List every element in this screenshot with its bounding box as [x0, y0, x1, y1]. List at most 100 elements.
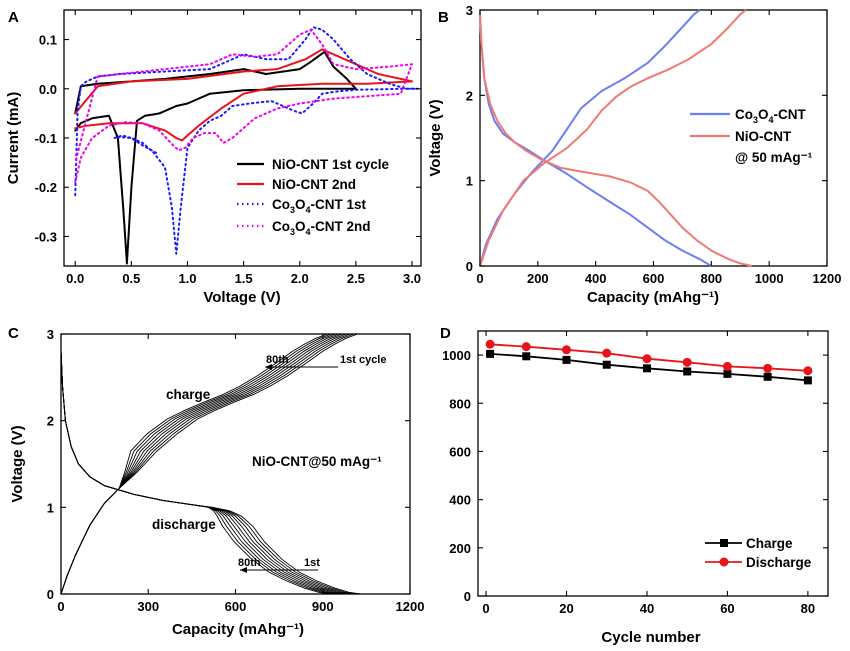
panel-d-label: D — [440, 325, 451, 342]
data-point-discharge — [642, 354, 652, 364]
panel-a-y-axis-title: Current (mA) — [5, 92, 22, 185]
panel-d-x-tick-label: 20 — [559, 601, 573, 616]
panel-b-rate-annotation: @ 50 mAg⁻¹ — [735, 150, 813, 165]
series-line-nio-cnt-charge — [479, 9, 747, 267]
panel-a-cyclic-voltammetry: A 0.0 0.5 1.0 1.5 2.0 2.5 3.0 -0.3 -0.2 -0.1 0.0 0… — [5, 9, 422, 306]
series-line-co3o4-cnt-charge — [479, 9, 701, 267]
panel-b-y-tick-label: 3 — [466, 3, 473, 18]
panel-b-x-tick-label: 400 — [585, 271, 607, 286]
panel-c-discharge-label: discharge — [152, 517, 216, 532]
data-point-discharge — [763, 363, 773, 373]
panel-b-y-tick-label: 2 — [466, 88, 473, 103]
data-point-charge — [763, 372, 772, 381]
panel-c-discharge-80th: 80th — [238, 557, 261, 569]
panel-d-y-tick-label: 1000 — [442, 348, 471, 363]
panel-c-y-tick-label: 2 — [47, 414, 54, 429]
panel-b-legend: Co3O4-CNT NiO-CNT @ 50 mAg⁻¹ — [690, 107, 813, 165]
legend-marker-discharge — [719, 557, 729, 567]
panel-d-cycle-stability: D 0 20 40 60 80 0 200 400 600 800 1000 Cycle numb… — [440, 325, 829, 646]
panel-a-y-tick-label: -0.1 — [35, 131, 57, 146]
panel-c-x-tick-label: 600 — [225, 599, 247, 614]
panel-c-condition-label: NiO-CNT@50 mAg⁻¹ — [252, 454, 382, 469]
panel-d-x-tick-label: 60 — [720, 601, 734, 616]
panel-c-y-tick-label: 3 — [47, 327, 54, 342]
data-point-discharge — [562, 345, 572, 355]
panel-d-x-tick-label: 0 — [482, 601, 489, 616]
panel-c-charge-1st: 1st cycle — [340, 354, 386, 366]
panel-c-discharge-1st: 1st — [304, 557, 320, 569]
panel-d-x-axis-title: Cycle number — [601, 629, 700, 646]
data-point-charge — [642, 364, 651, 373]
panel-c-x-tick-label: 300 — [137, 599, 159, 614]
panel-a-y-tick-label: -0.2 — [35, 180, 57, 195]
series-line-co3o4-cnt — [479, 14, 712, 267]
panel-b-x-tick-label: 800 — [700, 271, 722, 286]
data-point-discharge — [602, 348, 612, 358]
data-point-charge — [683, 367, 692, 376]
panel-a-x-tick-label: 2.5 — [347, 271, 365, 286]
panel-b-x-tick-label: 0 — [476, 271, 483, 286]
legend-label-co3o4-1st: Co3O4-CNT 1st — [272, 197, 367, 215]
series-line-nio-cnt-2nd — [74, 48, 413, 142]
panel-d-x-tick-label: 40 — [640, 601, 654, 616]
panel-a-x-tick-label: 2.0 — [291, 271, 309, 286]
series-line-co3o4-cnt-2nd — [74, 28, 413, 184]
panel-a-x-tick-label: 1.0 — [178, 271, 196, 286]
panel-a-y-tick-label: 0.0 — [39, 82, 57, 97]
series-line-nio-cnt-1st-cycle — [74, 50, 357, 265]
panel-b-y-tick-label: 1 — [466, 174, 473, 189]
data-point-charge — [562, 355, 571, 364]
panel-a-x-tick-label: 3.0 — [403, 271, 421, 286]
legend-label-co3o4-2nd: Co3O4-CNT 2nd — [272, 219, 371, 237]
data-point-discharge — [803, 366, 813, 376]
panel-c-x-tick-label: 900 — [312, 599, 334, 614]
panel-a-legend: NiO-CNT 1st cycle NiO-CNT 2nd Co3O4-CNT … — [237, 157, 390, 237]
panel-c-label: C — [8, 325, 19, 342]
panel-b-x-tick-label: 1200 — [813, 271, 842, 286]
panel-c-charge-label: charge — [166, 387, 211, 402]
legend-label-nio-2nd: NiO-CNT 2nd — [272, 177, 356, 192]
panel-d-y-tick-label: 0 — [464, 589, 471, 604]
panel-d-y-tick-label: 800 — [449, 396, 471, 411]
panel-a-x-tick-label: 0.5 — [122, 271, 140, 286]
series-line-co3o4-cnt-1st — [74, 26, 419, 255]
panel-b-label: B — [438, 9, 449, 26]
panel-d-x-tick-label: 80 — [801, 601, 815, 616]
legend-label-nio-1st: NiO-CNT 1st cycle — [272, 157, 390, 172]
panel-c-x-axis-title: Capacity (mAhg⁻¹) — [172, 621, 304, 638]
data-point-charge — [803, 376, 812, 385]
legend-label-charge: Charge — [746, 536, 793, 551]
panel-c-y-tick-label: 1 — [47, 500, 54, 515]
legend-marker-charge — [720, 539, 728, 547]
data-point-discharge — [485, 339, 495, 349]
series-line-nio-cnt — [479, 14, 753, 267]
data-point-charge — [486, 349, 495, 358]
discharge-curve-cycle-80 — [60, 351, 331, 595]
panel-c-y-tick-label: 0 — [47, 587, 54, 602]
panel-b-voltage-profiles: B 0 200 400 600 800 1000 1200 0 1 2 3 Capacity (m… — [427, 3, 841, 306]
panel-d-y-tick-label: 600 — [449, 444, 471, 459]
panel-a-x-axis-title: Voltage (V) — [203, 289, 280, 306]
panel-a-y-tick-label: -0.3 — [35, 229, 57, 244]
panel-b-x-tick-label: 1000 — [755, 271, 784, 286]
charge-curve-cycle-80 — [60, 333, 328, 595]
legend-label-co3o4-cnt: Co3O4-CNT — [735, 107, 807, 125]
panel-c-charge-arrowhead — [265, 364, 272, 370]
panel-b-y-axis-title: Voltage (V) — [427, 99, 444, 176]
panel-a-y-tick-label: 0.1 — [39, 33, 57, 48]
data-point-discharge — [682, 357, 692, 367]
data-point-discharge — [521, 342, 531, 352]
data-point-charge — [723, 369, 732, 378]
panel-d-plot-frame — [477, 330, 829, 597]
panel-d-legend: Charge Discharge — [705, 536, 812, 570]
panel-a-x-tick-label: 1.5 — [235, 271, 253, 286]
panel-c-discharge-arrowhead — [240, 567, 247, 573]
panel-d-y-tick-label: 400 — [449, 493, 471, 508]
panel-b-x-axis-title: Capacity (mAhg⁻¹) — [587, 289, 719, 306]
legend-label-nio-cnt: NiO-CNT — [735, 129, 792, 144]
panel-c-y-axis-title: Voltage (V) — [9, 425, 26, 502]
panel-c-x-tick-label: 0 — [57, 599, 64, 614]
panel-d-y-tick-label: 200 — [449, 541, 471, 556]
